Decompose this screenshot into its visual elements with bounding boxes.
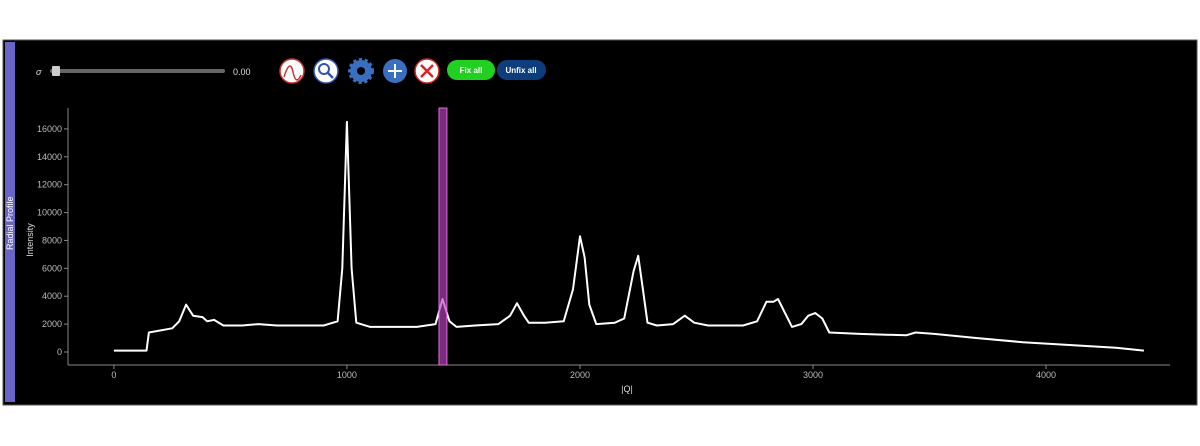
x-axis-label: |Q|: [621, 384, 633, 394]
x-tick-label: 1000: [337, 370, 357, 380]
sigma-label: σ: [36, 67, 42, 77]
button-label: Fix all: [460, 66, 483, 75]
icon-settings[interactable]: [348, 58, 374, 84]
side-tab[interactable]: [5, 42, 15, 402]
y-tick-label: 8000: [42, 235, 62, 245]
x-tick-label: 4000: [1036, 370, 1056, 380]
icon-plot[interactable]: [279, 58, 305, 84]
slider-track[interactable]: [50, 69, 225, 73]
icon-add[interactable]: [383, 59, 407, 83]
y-tick-label: 14000: [37, 152, 62, 162]
y-tick-label: 4000: [42, 291, 62, 301]
fix-all-button[interactable]: Fix all: [447, 60, 495, 80]
y-tick-label: 2000: [42, 319, 62, 329]
x-tick-label: 2000: [570, 370, 590, 380]
button-label: Unfix all: [505, 66, 536, 75]
slider-thumb[interactable]: [52, 66, 60, 76]
y-tick-label: 0: [57, 347, 62, 357]
x-tick-label: 0: [111, 370, 116, 380]
tab-label: Radial Profile: [5, 196, 15, 250]
unfix-all-button[interactable]: Unfix all: [497, 60, 546, 80]
y-tick-label: 10000: [37, 208, 62, 218]
icon-remove[interactable]: [414, 58, 440, 84]
x-tick-label: 3000: [803, 370, 823, 380]
profile-line: [113, 120, 1144, 352]
y-tick-label: 12000: [37, 180, 62, 190]
sigma-value: 0.00: [233, 67, 251, 77]
panel: [2, 39, 1198, 406]
y-tick-label: 6000: [42, 263, 62, 273]
selection-span: [438, 107, 448, 366]
icon-zoom[interactable]: [313, 58, 339, 84]
y-tick-label: 16000: [37, 124, 62, 134]
y-axis-label: Intensity: [25, 223, 35, 257]
